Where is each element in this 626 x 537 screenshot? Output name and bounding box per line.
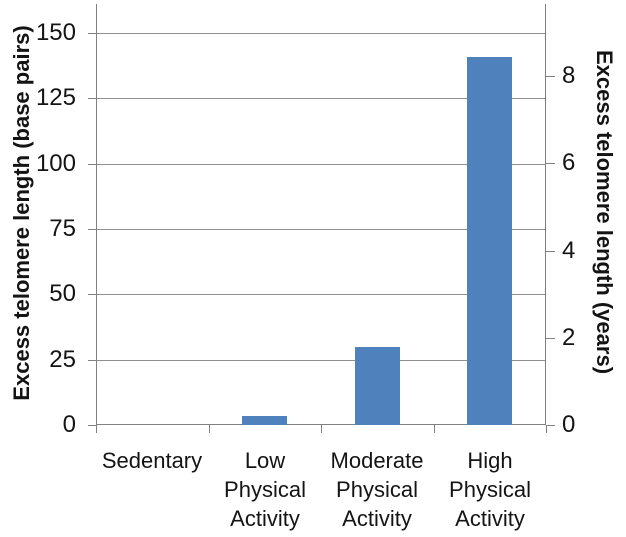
x-axis-boundary-tick-4 (546, 425, 547, 433)
gridline-50 (97, 294, 545, 295)
right-axis-tick-8 (546, 76, 555, 77)
gridline-100 (97, 164, 545, 165)
left-axis-tick-100 (88, 164, 96, 165)
x-axis-boundary-tick-2 (321, 425, 322, 433)
left-axis-tick-label-0: 0 (62, 411, 76, 438)
right-axis-tick-2 (546, 338, 555, 339)
left-axis-tick-50 (88, 294, 96, 295)
left-axis-tick-75 (88, 229, 96, 230)
x-category-label-line: Activity (342, 506, 412, 531)
x-axis-boundary-tick-1 (209, 425, 210, 433)
gridline-75 (97, 229, 545, 230)
left-axis-tick-label-100: 100 (35, 150, 76, 177)
x-category-label-line: Moderate (330, 448, 424, 473)
left-axis-tick-125 (88, 98, 96, 99)
right-axis-tick-0 (546, 425, 555, 426)
x-category-label-high-physical-activity: High Physical Activity (425, 446, 555, 533)
left-y-axis-title: Excess telomere length (base pairs) (9, 25, 34, 401)
right-axis-tick-label-2: 2 (562, 324, 576, 351)
x-category-label-line: Activity (455, 506, 525, 531)
x-category-label-line: Activity (230, 506, 300, 531)
bar-moderate-physical-activity (355, 347, 400, 425)
left-axis-tick-label-25: 25 (49, 346, 76, 373)
x-category-label-line: Physical (449, 477, 531, 502)
right-axis-tick-4 (546, 251, 555, 252)
left-axis-tick-label-125: 125 (35, 84, 76, 111)
x-category-label-sedentary: Sedentary (87, 446, 217, 475)
bar-low-physical-activity (242, 416, 287, 425)
right-axis-tick-label-0: 0 (562, 411, 576, 438)
right-axis-tick-label-6: 6 (562, 149, 576, 176)
x-axis-boundary-tick-3 (434, 425, 435, 433)
x-category-label-line: High (467, 448, 513, 473)
x-category-label-line: Low (244, 448, 286, 473)
left-axis-tick-150 (88, 33, 96, 34)
right-axis-tick-label-8: 8 (562, 62, 576, 89)
x-category-label-line: Physical (224, 477, 306, 502)
gridline-125 (97, 98, 545, 99)
x-category-label-moderate-physical-activity: Moderate Physical Activity (312, 446, 442, 533)
left-axis-tick-0 (88, 425, 96, 426)
bar-high-physical-activity (467, 57, 512, 425)
left-axis-tick-25 (88, 360, 96, 361)
plot-area (96, 4, 546, 425)
gridline-150 (97, 33, 545, 34)
right-axis-tick-6 (546, 163, 555, 164)
right-axis-tick-label-4: 4 (562, 237, 576, 264)
left-axis-tick-label-75: 75 (49, 215, 76, 242)
x-category-label-low-physical-activity: Low Physical Activity (200, 446, 330, 533)
x-axis-boundary-tick-0 (96, 425, 97, 433)
x-category-label-line: Sedentary (101, 448, 203, 473)
left-axis-tick-label-50: 50 (49, 280, 76, 307)
x-category-label-line: Physical (336, 477, 418, 502)
gridline-25 (97, 360, 545, 361)
left-axis-tick-label-150: 150 (35, 19, 76, 46)
